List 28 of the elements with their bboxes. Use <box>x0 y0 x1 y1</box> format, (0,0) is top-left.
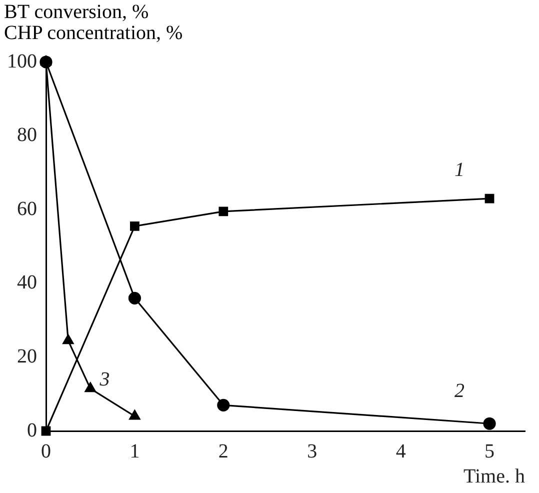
series-label: 1 <box>454 158 465 181</box>
x-tick-label: 4 <box>396 440 406 462</box>
x-tick-label: 2 <box>218 440 228 462</box>
y-tick-label: 0 <box>27 419 37 442</box>
x-tick-label: 1 <box>130 440 140 462</box>
point <box>40 56 52 66</box>
point <box>84 382 96 392</box>
point <box>41 426 51 436</box>
point <box>218 206 228 216</box>
point <box>130 222 140 231</box>
point <box>483 417 496 430</box>
y-tick-label: 60 <box>17 198 37 220</box>
x-tick-label: 0 <box>41 440 51 462</box>
x-axis-title: Time. h <box>463 465 525 488</box>
y-axis-title: BT conversion, % CHP concentration, % <box>4 1 183 44</box>
point <box>217 398 230 412</box>
point <box>128 292 142 304</box>
series-label: 2 <box>454 380 465 402</box>
y-tick-label: 40 <box>17 272 37 294</box>
series-label: 3 <box>98 368 110 390</box>
x-tick-label: 3 <box>307 440 318 462</box>
point <box>484 194 494 204</box>
point <box>129 410 140 420</box>
y-tick-label: 20 <box>17 345 37 368</box>
point <box>62 334 74 344</box>
y-tick-label: 100 <box>7 50 37 72</box>
x-tick-label: 5 <box>484 440 495 462</box>
y-tick-label: 80 <box>17 124 37 146</box>
